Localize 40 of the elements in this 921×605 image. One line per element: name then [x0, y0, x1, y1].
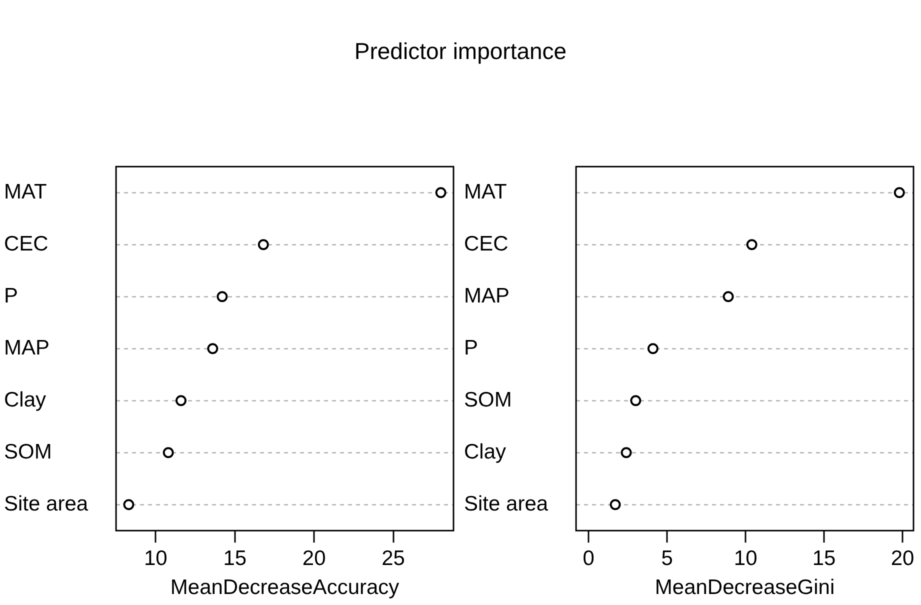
- point: [630, 395, 642, 406]
- y-tick-label: MAT: [4, 180, 47, 204]
- point: [610, 499, 621, 510]
- x-tick-label: 0: [582, 546, 594, 570]
- point: [435, 187, 446, 198]
- point: [620, 447, 632, 458]
- y-tick-label: P: [4, 284, 18, 308]
- x-tick-label: 10: [144, 546, 168, 570]
- x-tick-label: 15: [812, 546, 836, 570]
- chart-title: Predictor importance: [353, 37, 568, 66]
- point: [123, 499, 134, 510]
- y-tick-label: SOM: [464, 388, 512, 412]
- point: [647, 343, 658, 354]
- y-tick-label: Clay: [464, 440, 507, 464]
- point: [258, 239, 269, 250]
- x-tick-label: 20: [890, 546, 914, 570]
- y-tick-label: Site area: [464, 492, 548, 516]
- y-tick-label: P: [464, 336, 478, 360]
- y-tick-label: MAP: [464, 284, 510, 308]
- y-tick-label: CEC: [464, 232, 508, 256]
- y-tick-label: CEC: [4, 232, 48, 256]
- x-axis-title: MeanDecreaseGini: [654, 576, 835, 600]
- point: [746, 239, 758, 250]
- y-tick-label: MAP: [4, 336, 50, 360]
- point: [162, 447, 174, 458]
- x-axis-title: MeanDecreaseAccuracy: [170, 576, 400, 600]
- x-tick-label: 10: [734, 546, 758, 570]
- y-tick-label: SOM: [4, 440, 52, 464]
- point: [722, 291, 734, 302]
- y-tick-label: Clay: [4, 388, 47, 412]
- point: [207, 343, 218, 354]
- x-tick-label: 5: [661, 546, 673, 570]
- y-tick-label: Site area: [4, 492, 88, 516]
- x-tick-label: 20: [302, 546, 326, 570]
- x-tick-label: 15: [223, 546, 247, 570]
- y-tick-label: MAT: [464, 180, 507, 204]
- point: [894, 187, 905, 198]
- point: [176, 395, 187, 406]
- point: [216, 291, 228, 302]
- x-tick-label: 25: [382, 546, 405, 570]
